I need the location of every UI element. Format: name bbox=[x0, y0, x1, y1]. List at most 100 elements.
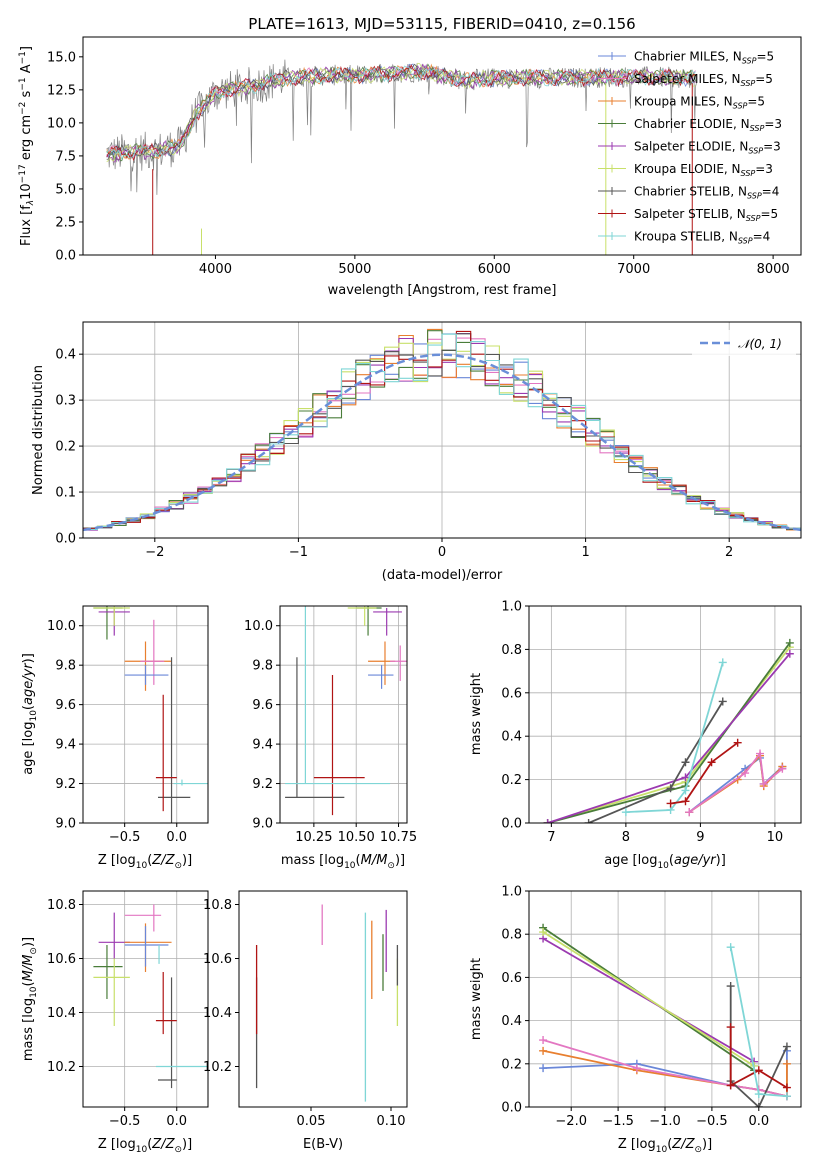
y-tick-label: 0.0 bbox=[55, 532, 76, 547]
y-tick-label: 7.5 bbox=[55, 149, 76, 164]
y-tick-label: 10.4 bbox=[203, 1006, 232, 1021]
x-tick-label: 10.50 bbox=[338, 830, 375, 845]
y-tick-label: 5.0 bbox=[55, 182, 76, 197]
panel-age_vs_mass: 10.25 10.50 10.75 9.0 9.2 9.4 9.6 9.8 10.0 mass [… bbox=[244, 605, 417, 871]
x-tick-label: 8000 bbox=[757, 262, 790, 277]
panel-age_vs_Z: −0.5 0.0 9.0 9.2 9.4 9.6 9.8 10.0 Z [log10(Z/Z⊙)… bbox=[21, 605, 209, 871]
mw-point-chabrier_stelib bbox=[584, 819, 593, 823]
legend-label: Salpeter STELIB, NSSP=5 bbox=[634, 207, 778, 223]
mw-point-salpeter_stelib bbox=[733, 738, 742, 747]
x-axis-label: Z [log10(Z/Z⊙)] bbox=[98, 1137, 192, 1155]
mw-point-chabrier_elodie bbox=[785, 638, 794, 647]
mw-point-chabrier_stelib bbox=[782, 1042, 791, 1051]
plot-area bbox=[93, 904, 208, 1089]
mw-point-salpeter_stelib bbox=[666, 799, 675, 808]
mw-point-salpeter_stelib bbox=[681, 797, 690, 806]
x-tick-label: 2 bbox=[725, 545, 733, 560]
mw-point-salpeter_stelib bbox=[754, 1066, 763, 1075]
mw-point-kroupa_stelib bbox=[621, 808, 630, 817]
legend-marker bbox=[608, 164, 616, 173]
x-tick-label: −1 bbox=[289, 545, 308, 560]
x-tick-label: 7 bbox=[547, 830, 555, 845]
y-tick-label: 9.6 bbox=[55, 698, 76, 713]
mw-line-salpeter_stelib bbox=[670, 741, 739, 805]
y-tick-label: 0.8 bbox=[501, 643, 522, 658]
y-tick-label: 9.0 bbox=[252, 817, 273, 832]
x-tick-label: −0.5 bbox=[109, 830, 141, 845]
y-tick-label: 0.4 bbox=[501, 730, 522, 745]
legend-label: Kroupa MILES, NSSP=5 bbox=[634, 95, 765, 111]
legend-box bbox=[692, 330, 796, 356]
normal-curve bbox=[83, 353, 801, 532]
axes-frame bbox=[279, 605, 408, 824]
x-tick-label: −0.5 bbox=[109, 1114, 141, 1129]
legend-label: 𝒩(0, 1) bbox=[738, 337, 782, 351]
y-tick-label: 0.0 bbox=[501, 817, 522, 832]
data-spectrum bbox=[106, 59, 697, 195]
legend-label: Kroupa STELIB, NSSP=4 bbox=[634, 230, 770, 246]
y-axis-label: Flux [fλ10−17 erg cm−2 s−1 A−1] bbox=[18, 46, 36, 246]
x-tick-label: −1.0 bbox=[649, 1114, 681, 1129]
axes-frame bbox=[238, 890, 408, 1108]
y-tick-label: 0.8 bbox=[501, 928, 522, 943]
y-tick-label: 10.8 bbox=[47, 898, 76, 913]
model-spectrum-chabrier_stelib bbox=[106, 63, 696, 160]
y-tick-label: 10.0 bbox=[244, 619, 273, 634]
mw-point-salpeter_miles bbox=[685, 808, 694, 817]
y-tick-label: 2.5 bbox=[55, 215, 76, 230]
y-tick-label: 15.0 bbox=[47, 50, 76, 65]
x-tick-label: 4000 bbox=[199, 262, 232, 277]
legend-marker bbox=[608, 232, 616, 240]
y-tick-label: 10.2 bbox=[47, 1060, 76, 1075]
x-tick-label: 0.0 bbox=[166, 1114, 187, 1129]
y-tick-label: 10.0 bbox=[47, 116, 76, 131]
plot-area bbox=[285, 606, 407, 816]
panel-mass_weight_vs_Z: −2.0 −1.5 −1.0 −0.5 0.0 0.0 0.2 0.4 0.6 0.8 1.0 Z [… bbox=[469, 885, 802, 1155]
mw-point-kroupa_miles bbox=[539, 1046, 548, 1055]
mw-point-kroupa_stelib bbox=[754, 1090, 763, 1099]
x-tick-label: 0 bbox=[438, 545, 446, 560]
mw-point-salpeter_elodie bbox=[543, 819, 552, 823]
y-tick-label: 0.4 bbox=[55, 348, 76, 363]
plot-area bbox=[93, 606, 208, 823]
mw-point-salpeter_stelib bbox=[782, 1083, 791, 1092]
mw-point-salpeter_miles bbox=[778, 764, 787, 773]
legend-label: Kroupa ELODIE, NSSP=3 bbox=[634, 162, 773, 178]
y-tick-label: 0.0 bbox=[501, 1101, 522, 1116]
x-axis-label: mass [log10(M/M⊙)] bbox=[281, 853, 405, 871]
legend-marker bbox=[608, 187, 616, 195]
y-axis-label: age [log10(age/yr)] bbox=[21, 653, 39, 775]
y-axis-label: Normed distribution bbox=[31, 365, 46, 495]
hist-salpeter_stelib bbox=[83, 330, 801, 530]
x-axis-label: Z [log10(Z/Z⊙)] bbox=[98, 853, 192, 871]
legend-label: Salpeter ELODIE, NSSP=3 bbox=[634, 140, 781, 156]
x-tick-label: 7000 bbox=[617, 262, 650, 277]
y-tick-label: 0.2 bbox=[55, 440, 76, 455]
mw-point-salpeter_miles bbox=[741, 769, 750, 778]
plot-area bbox=[106, 59, 697, 255]
mw-point-kroupa_stelib bbox=[782, 1092, 791, 1101]
x-tick-label: 5000 bbox=[338, 262, 371, 277]
panel-mass_vs_Z: −0.5 0.0 10.2 10.4 10.6 10.8 Z [log10(Z/Z⊙)] ma… bbox=[21, 890, 209, 1155]
y-tick-label: 0.6 bbox=[501, 971, 522, 986]
mw-line-kroupa_elodie bbox=[542, 931, 755, 1067]
x-tick-label: 10.25 bbox=[295, 830, 332, 845]
y-tick-label: 1.0 bbox=[501, 600, 522, 615]
plot-area bbox=[543, 638, 794, 823]
mw-point-chabrier_stelib bbox=[718, 697, 727, 706]
y-tick-label: 0.6 bbox=[501, 686, 522, 701]
mw-point-salpeter_stelib bbox=[707, 758, 716, 767]
x-axis-label: (data-model)/error bbox=[382, 568, 503, 583]
legend-label: Chabrier ELODIE, NSSP=3 bbox=[634, 117, 782, 133]
axes-frame bbox=[82, 36, 802, 256]
mw-point-kroupa_stelib bbox=[718, 658, 727, 667]
mw-point-salpeter_miles bbox=[539, 1036, 548, 1045]
y-tick-label: 9.8 bbox=[55, 659, 76, 674]
plot-area bbox=[83, 328, 801, 532]
legend-marker bbox=[608, 209, 616, 218]
mw-point-chabrier_stelib bbox=[754, 1103, 763, 1107]
axes-frame bbox=[82, 605, 209, 824]
x-tick-label: −2 bbox=[145, 545, 164, 560]
legend: Chabrier MILES, NSSP=5 Salpeter MILES, NS… bbox=[598, 50, 782, 246]
mw-point-salpeter_elodie bbox=[681, 773, 690, 782]
